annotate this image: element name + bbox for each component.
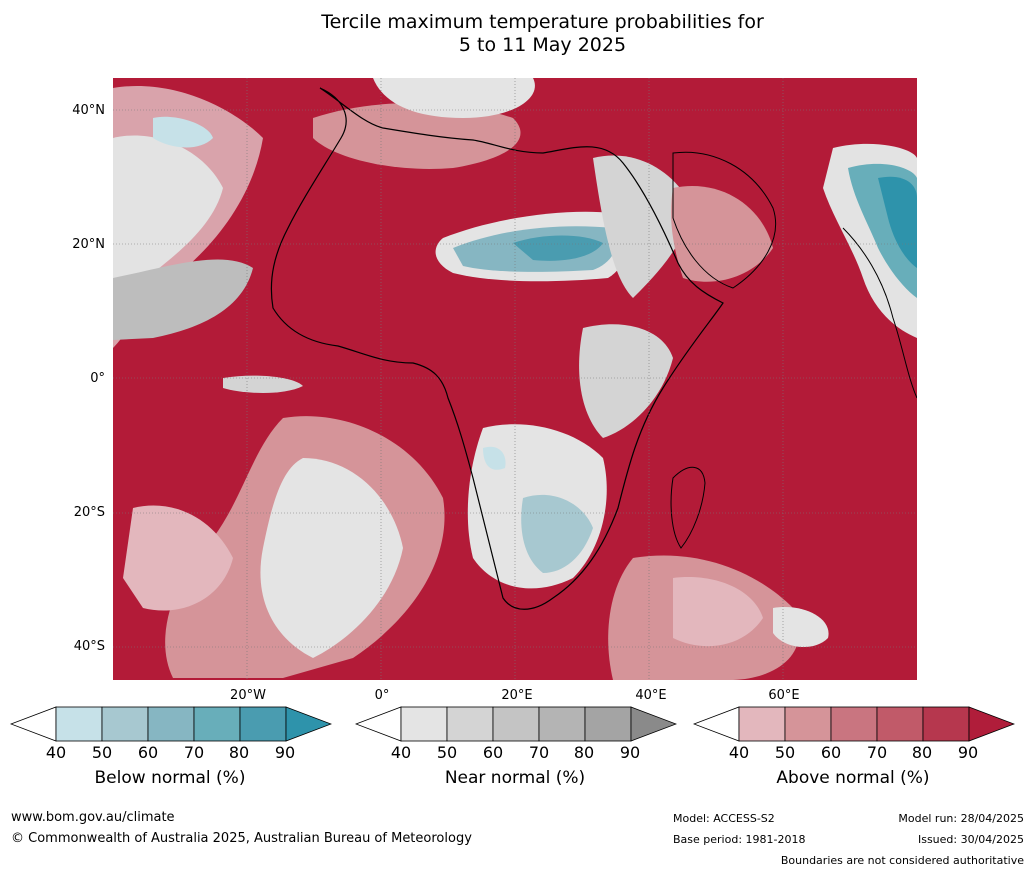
below-tick-50: 50 bbox=[91, 743, 113, 762]
lon-label-0: 0° bbox=[374, 688, 390, 703]
copyright-notice: © Commonwealth of Australia 2025, Austra… bbox=[11, 831, 472, 846]
colorbar-segment bbox=[239, 706, 287, 742]
near-tick-40: 40 bbox=[390, 743, 412, 762]
colorbar-below-normal-scale bbox=[9, 706, 333, 742]
africa-coastline bbox=[270, 87, 724, 610]
above-normal-caption: Above normal (%) bbox=[776, 768, 930, 788]
colorbar-segment bbox=[446, 706, 494, 742]
colorbar-segment bbox=[922, 706, 970, 742]
colorbar-below-normal: 40 50 60 70 80 90 Below normal (%) bbox=[9, 706, 333, 788]
below-tick-90: 90 bbox=[274, 743, 296, 762]
arabia-pink bbox=[671, 186, 773, 282]
colorbar-segment bbox=[101, 706, 149, 742]
south-atlantic-grey bbox=[260, 458, 403, 658]
colorbar-high-extend bbox=[285, 706, 333, 742]
atlantic-north-grey bbox=[113, 135, 223, 298]
near-tick-70: 70 bbox=[528, 743, 550, 762]
near-tick-60: 60 bbox=[482, 743, 504, 762]
graticule bbox=[113, 78, 917, 680]
europe-grey bbox=[373, 78, 535, 118]
lon-label-60e: 60°E bbox=[768, 688, 800, 703]
below-tick-70: 70 bbox=[183, 743, 205, 762]
above-tick-50: 50 bbox=[774, 743, 796, 762]
colorbar-low-extend bbox=[9, 706, 57, 742]
above-tick-90: 90 bbox=[957, 743, 979, 762]
below-normal-caption: Below normal (%) bbox=[94, 768, 246, 788]
colorbar-segment bbox=[830, 706, 878, 742]
colorbar-segment bbox=[193, 706, 241, 742]
sahara-below-normal-core bbox=[513, 235, 603, 261]
issued-date: Issued: 30/04/2025 bbox=[917, 833, 1024, 846]
lon-label-20e: 20°E bbox=[501, 688, 533, 703]
near-tick-50: 50 bbox=[436, 743, 458, 762]
below-tick-80: 80 bbox=[228, 743, 250, 762]
lat-label-20n: 20°N bbox=[72, 237, 105, 252]
above-tick-40: 40 bbox=[728, 743, 750, 762]
colorbar-near-normal-scale bbox=[354, 706, 678, 742]
red-sea-grey bbox=[593, 155, 693, 298]
colorbar-near-normal: 40 50 60 70 80 90 Near normal (%) bbox=[354, 706, 678, 788]
colorbar-segment bbox=[876, 706, 924, 742]
india-below-normal-core bbox=[878, 176, 917, 268]
lat-label-20s: 20°S bbox=[73, 505, 105, 520]
colorbar-low-extend bbox=[692, 706, 740, 742]
colorbar-segment bbox=[400, 706, 448, 742]
south-indian-ocean-light bbox=[673, 577, 763, 647]
base-period: Base period: 1981-2018 bbox=[673, 833, 806, 846]
atlantic-equator-grey bbox=[223, 375, 303, 393]
bom-url[interactable]: www.bom.gov.au/climate bbox=[11, 810, 175, 825]
lon-label-20w: 20°W bbox=[230, 688, 266, 703]
near-tick-90: 90 bbox=[619, 743, 641, 762]
colorbar-segment bbox=[147, 706, 195, 742]
atlantic-grey-band bbox=[113, 259, 253, 340]
colorbar-above-normal-scale bbox=[692, 706, 1016, 742]
above-tick-60: 60 bbox=[820, 743, 842, 762]
below-tick-40: 40 bbox=[45, 743, 67, 762]
near-normal-caption: Near normal (%) bbox=[444, 768, 586, 788]
colorbar-segment bbox=[738, 706, 786, 742]
south-atlantic-west-pink bbox=[123, 505, 233, 611]
below-tick-60: 60 bbox=[137, 743, 159, 762]
model-run-date: Model run: 28/04/2025 bbox=[898, 812, 1024, 825]
angola-blue bbox=[483, 446, 506, 470]
colorbar-segment bbox=[55, 706, 103, 742]
model-name: Model: ACCESS-S2 bbox=[673, 812, 775, 825]
colorbar-low-extend bbox=[354, 706, 402, 742]
map-title-line1: Tercile maximum temperature probabilitie… bbox=[321, 11, 764, 33]
colorbar-segment bbox=[492, 706, 540, 742]
colorbar-high-extend bbox=[968, 706, 1016, 742]
map-title-line2: 5 to 11 May 2025 bbox=[458, 34, 627, 56]
near-tick-80: 80 bbox=[573, 743, 595, 762]
colorbar-segment bbox=[584, 706, 632, 742]
above-tick-80: 80 bbox=[911, 743, 933, 762]
east-africa-grey bbox=[579, 324, 673, 438]
atlantic-north-blue bbox=[153, 116, 213, 148]
india-coastline bbox=[842, 227, 917, 399]
colorbar-above-normal: 40 50 60 70 80 90 Above normal (%) bbox=[692, 706, 1016, 788]
lon-label-40e: 40°E bbox=[635, 688, 667, 703]
lat-label-0: 0° bbox=[90, 371, 105, 386]
madagascar-coastline bbox=[670, 466, 706, 549]
map-graphic bbox=[113, 78, 917, 680]
south-indian-ocean-grey bbox=[773, 607, 829, 648]
southern-africa-below-normal bbox=[521, 494, 593, 573]
colorbar-segment bbox=[538, 706, 586, 742]
arabia-coastline bbox=[672, 151, 777, 289]
colorbar-high-extend bbox=[630, 706, 678, 742]
probability-map bbox=[113, 78, 917, 680]
boundaries-disclaimer: Boundaries are not considered authoritat… bbox=[780, 854, 1024, 867]
above-tick-70: 70 bbox=[866, 743, 888, 762]
lat-label-40n: 40°N bbox=[72, 103, 105, 118]
colorbar-segment bbox=[784, 706, 832, 742]
lat-label-40s: 40°S bbox=[73, 639, 105, 654]
